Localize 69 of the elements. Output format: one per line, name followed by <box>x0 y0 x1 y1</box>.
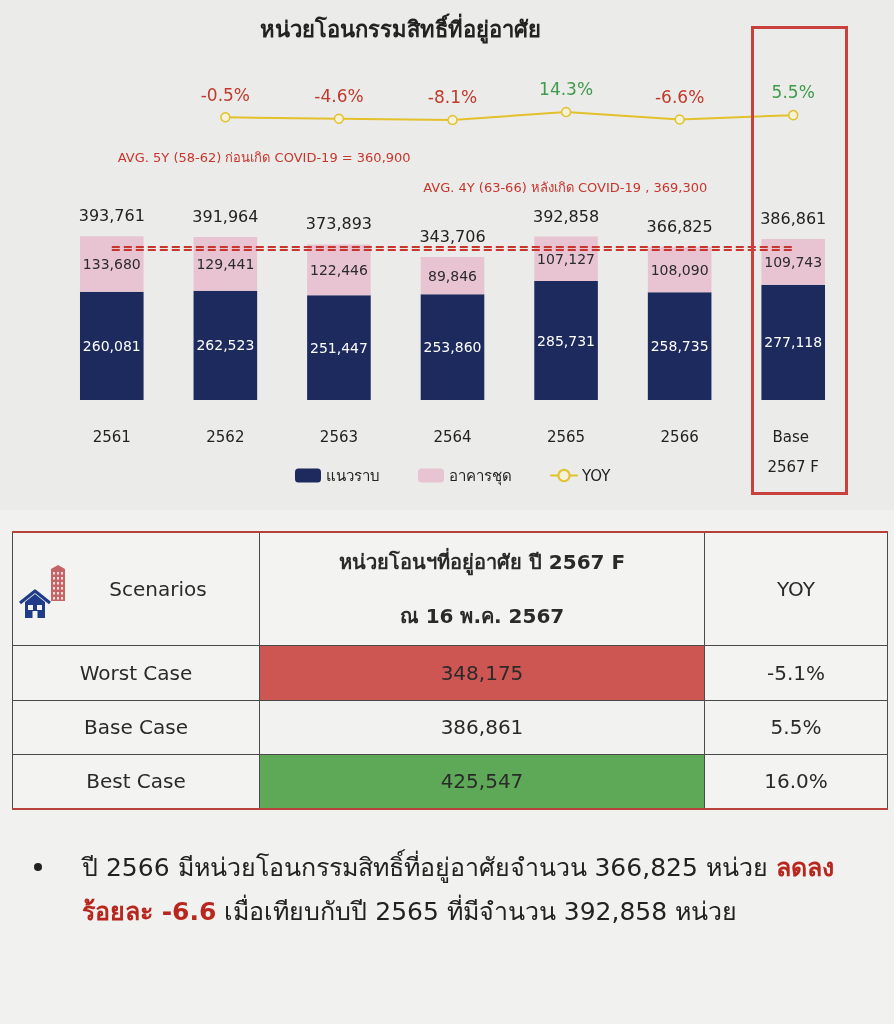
text: ลดลง <box>775 852 834 884</box>
x-tick-label: 2564 <box>433 428 472 446</box>
data-label: 108,090 <box>650 261 709 278</box>
data-label: 253,860 <box>423 339 482 356</box>
data-label: 277,118 <box>764 334 823 351</box>
data-label: 107,127 <box>537 250 596 267</box>
data-label: 386,861 <box>259 700 705 754</box>
data-label: 5.5% <box>771 82 815 103</box>
bar <box>420 294 485 400</box>
category-label: Best Case <box>12 754 260 809</box>
legend-label: อาคารชุด <box>449 466 512 486</box>
x-tick-label: 2563 <box>319 428 359 446</box>
text: Scenarios <box>109 576 207 601</box>
data-label: 285,731 <box>537 332 596 349</box>
data-label: 260,081 <box>82 337 141 354</box>
data-label: -4.6% <box>314 86 364 106</box>
data-label: -0.5% <box>200 84 251 105</box>
total-label: 366,825 <box>646 217 713 237</box>
series-label: YOY <box>704 532 888 645</box>
data-label: -5.1% <box>704 645 888 700</box>
category-label: Base Case <box>12 700 260 754</box>
total-label: 386,861 <box>760 209 827 229</box>
data-label: -6.6% <box>654 86 705 107</box>
point <box>674 114 685 125</box>
total-label: 373,893 <box>305 214 373 234</box>
data-label: 14.3% <box>539 79 594 100</box>
x-tick-label: 2565 <box>546 428 586 446</box>
ref-line-label: AVG. 5Y (58-62) ก่อนเกิด COVID-19 = 360,900 <box>117 149 411 165</box>
data-label: 425,547 <box>259 754 705 809</box>
text: หน่วยโอนฯที่อยู่อาศัย ปี 2567 F ณ 16 พ.ค. 2567 <box>338 549 626 628</box>
data-label: -8.1% <box>427 87 478 108</box>
point <box>447 114 458 126</box>
total-label: 343,706 <box>419 226 486 246</box>
total-label: 391,964 <box>192 206 259 226</box>
text: ร้อยละ -6.6 <box>82 896 217 928</box>
x-tick-label: 2562 <box>206 428 245 446</box>
bar <box>534 281 598 400</box>
data-label: 5.5% <box>704 700 888 754</box>
bar <box>307 295 371 400</box>
data-label: 122,446 <box>309 261 368 278</box>
data-label: 16.0% <box>704 754 888 809</box>
data-label: 89,846 <box>428 267 478 284</box>
point <box>560 106 572 118</box>
point <box>220 112 231 123</box>
point <box>333 113 345 124</box>
data-label: 251,447 <box>309 339 368 356</box>
bar <box>761 284 826 400</box>
bar <box>193 290 258 400</box>
data-label: 348,175 <box>259 645 705 700</box>
category-label: Worst Case <box>12 645 260 700</box>
data-label: 133,680 <box>82 255 141 272</box>
ref-line-label: AVG. 4Y (63-66) หลังเกิด COVID-19 , 369,300 <box>423 180 708 196</box>
point <box>787 109 799 121</box>
total-label: 393,761 <box>78 206 145 226</box>
x-tick-label: 2561 <box>92 428 131 446</box>
legend-label: YOY <box>581 466 612 485</box>
x-tick-label: Base 2567 F <box>767 428 819 476</box>
bar <box>79 291 144 400</box>
data-label: 262,523 <box>196 337 255 354</box>
data-label: 129,441 <box>196 255 255 272</box>
legend-label: แนวราบ <box>326 466 380 485</box>
text: เมื่อเทียบกับปี 2565 ที่มีจำนวน 392,858 หน่วย <box>224 893 738 928</box>
bar <box>647 292 712 400</box>
text: ปี 2566 มีหน่วยโอนกรรมสิทธิ์ที่อยู่อาศัยจำนวน 366,825 หน่วย <box>82 848 768 885</box>
data-label: 258,735 <box>650 338 709 355</box>
chart-title: หน่วยโอนกรรมสิทธิ์ที่อยู่อาศัย <box>259 12 541 44</box>
total-label: 392,858 <box>532 206 600 226</box>
x-tick-label: 2566 <box>660 428 699 446</box>
data-label: 109,743 <box>764 253 823 270</box>
